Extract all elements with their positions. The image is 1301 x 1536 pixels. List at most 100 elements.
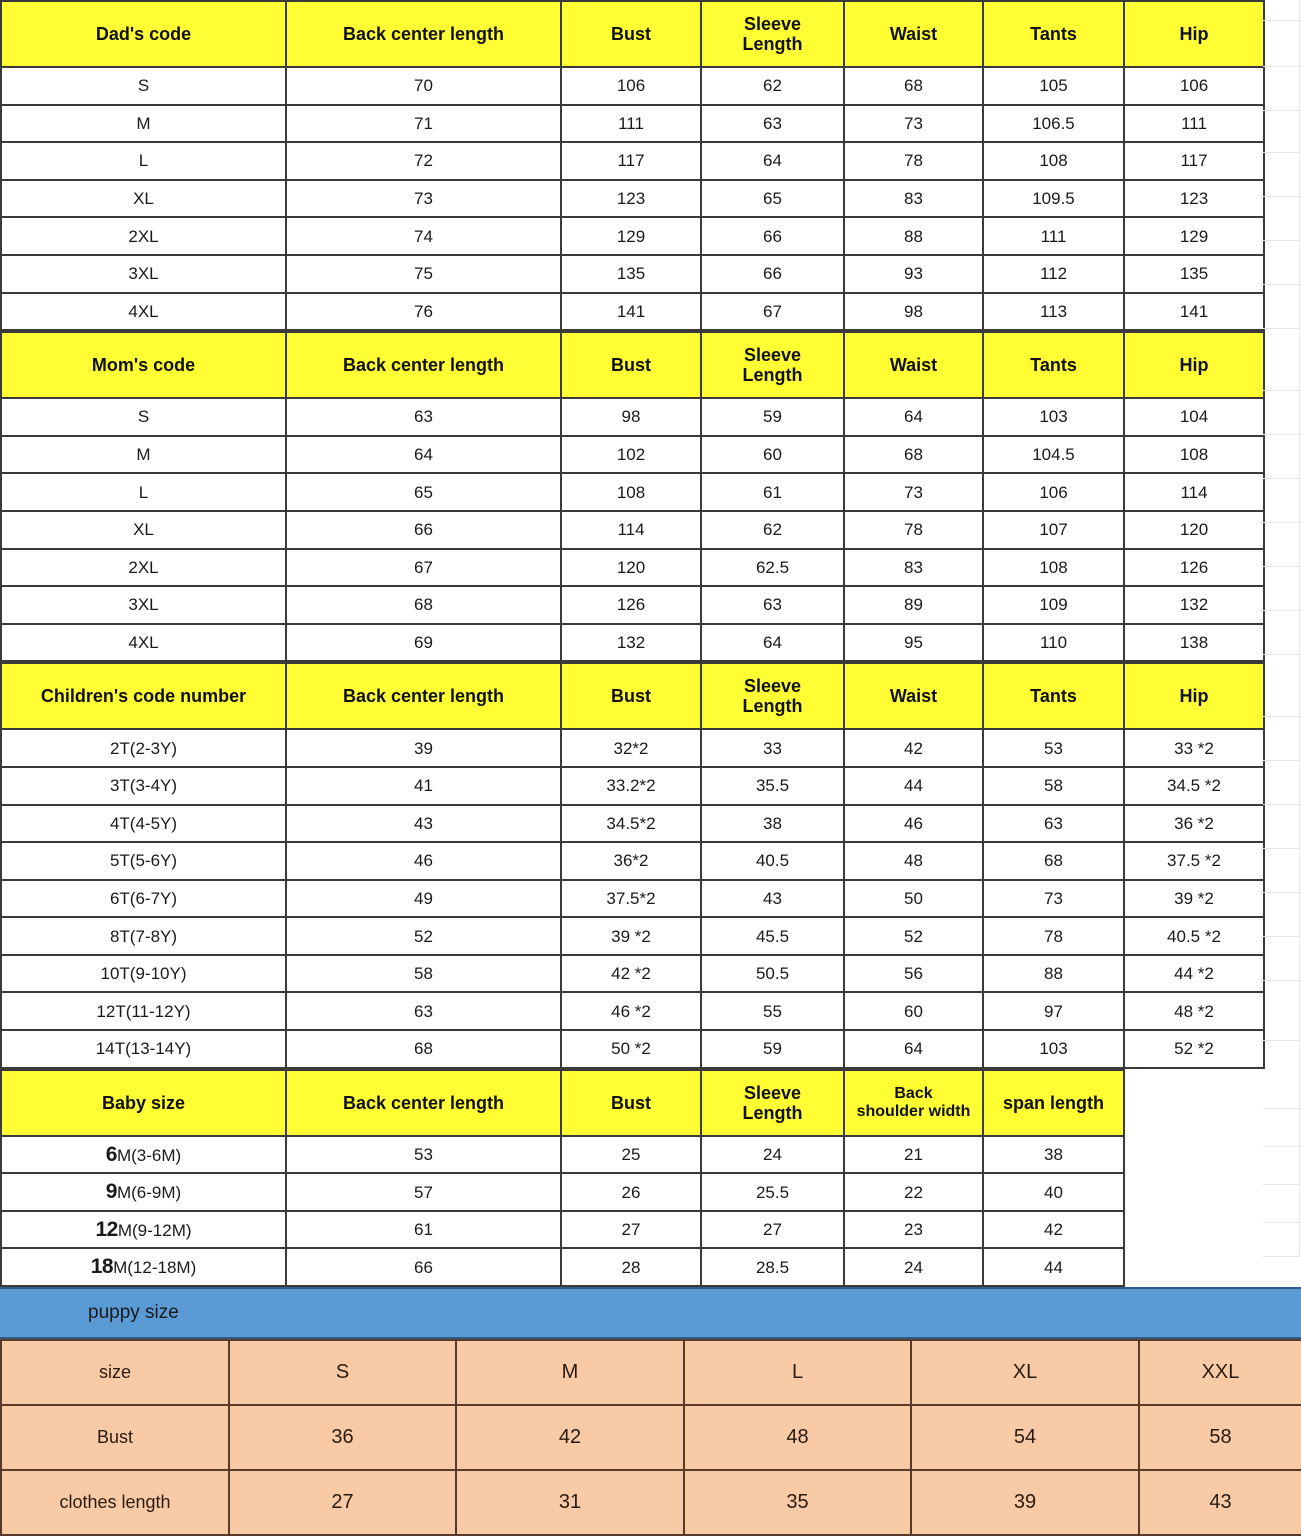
table-header-row: Mom's code Back center length Bust Sleev… <box>0 331 1265 400</box>
cell-back-center-length: 39 <box>285 728 562 768</box>
cell-size-code: 2XL <box>0 547 287 588</box>
puppy-size-banner: puppy size <box>0 1287 1301 1340</box>
cell-back-center-length: 61 <box>285 1209 562 1250</box>
cell-back-center-length: 74 <box>285 216 562 256</box>
cell-bust: 37.5*2 <box>560 878 702 919</box>
column-header-size-code: Mom's code <box>0 331 287 400</box>
sheet-gridline-horizontal <box>1263 566 1301 567</box>
cell-waist: 50 <box>843 878 984 919</box>
cell-sleeve-length: 62.5 <box>700 547 845 588</box>
cell-size-l: 48 <box>683 1404 912 1472</box>
cell-back-center-length: 68 <box>285 1029 562 1069</box>
table-row: L 72 117 64 78 108 117 <box>0 141 1265 181</box>
cell-size-code: 2XL <box>0 216 287 256</box>
cell-bust: 46 *2 <box>560 991 702 1032</box>
sheet-gridline-horizontal <box>1263 522 1301 523</box>
cell-sleeve-length: 61 <box>700 472 845 512</box>
cell-hip: 37.5 *2 <box>1123 841 1265 881</box>
cell-size-code: 10T(9-10Y) <box>0 953 287 994</box>
cell-back-center-length: 70 <box>285 66 562 106</box>
cell-waist: 68 <box>843 66 984 106</box>
cell-size-code: L <box>0 141 287 181</box>
column-header-back-center-length: Back center length <box>285 662 562 731</box>
cell-size-code: M <box>0 434 287 475</box>
cell-size-code: 6T(6-7Y) <box>0 878 287 919</box>
cell-back-center-length: 72 <box>285 141 562 181</box>
cell-baby-size: 12M(9-12M) <box>0 1209 287 1250</box>
column-header-tants: Tants <box>982 0 1125 68</box>
cell-hip: 39 *2 <box>1123 878 1265 919</box>
cell-tants: 109.5 <box>982 178 1125 219</box>
cell-tants: 103 <box>982 1029 1125 1069</box>
cell-waist: 56 <box>843 953 984 994</box>
cell-bust: 114 <box>560 509 702 550</box>
cell-tants: 111 <box>982 216 1125 256</box>
column-header-back-center-length: Back center length <box>285 331 562 400</box>
cell-tants: 106.5 <box>982 103 1125 144</box>
cell-waist: 83 <box>843 178 984 219</box>
cell-hip: 117 <box>1123 141 1265 181</box>
cell-hip: 33 *2 <box>1123 728 1265 768</box>
table-row: clothes length 27 31 35 39 43 <box>0 1469 1301 1536</box>
table-row: 4XL 76 141 67 98 113 141 <box>0 291 1265 332</box>
cell-bust: 117 <box>560 141 702 181</box>
column-header-baby-size: Baby size <box>0 1068 287 1137</box>
column-header-size-code: Dad's code <box>0 0 287 68</box>
cell-bust: 126 <box>560 585 702 625</box>
sheet-gridline-horizontal <box>1263 1184 1301 1185</box>
cell-waist: 46 <box>843 803 984 844</box>
sheet-gridline-horizontal <box>1263 284 1301 285</box>
cell-size-code: 14T(13-14Y) <box>0 1029 287 1069</box>
cell-sleeve-length: 25.5 <box>700 1172 845 1212</box>
sheet-gridline-horizontal <box>1263 110 1301 111</box>
cell-tants: 97 <box>982 991 1125 1032</box>
cell-sleeve-length: 59 <box>700 1029 845 1069</box>
cell-bust: 39 *2 <box>560 916 702 956</box>
cell-waist: 73 <box>843 472 984 512</box>
sheet-gridline-horizontal <box>1263 848 1301 849</box>
cell-size-code: 4T(4-5Y) <box>0 803 287 844</box>
cell-hip: 106 <box>1123 66 1265 106</box>
table-row: Bust 36 42 48 54 58 <box>0 1404 1301 1472</box>
cell-tants: 106 <box>982 472 1125 512</box>
table-header-row: Children's code number Back center lengt… <box>0 662 1265 731</box>
cell-back-shoulder-width: 22 <box>843 1172 984 1212</box>
baby-size-rest: M(12-18M) <box>113 1258 197 1278</box>
table-row: M 71 111 63 73 106.5 111 <box>0 103 1265 144</box>
sheet-gridline-horizontal <box>1263 1040 1301 1041</box>
cell-bust: 102 <box>560 434 702 475</box>
baby-size-rest: M(6-9M) <box>116 1183 182 1203</box>
table-dads-code: Dad's code Back center length Bust Sleev… <box>0 0 1265 332</box>
cell-bust: 36*2 <box>560 841 702 881</box>
cell-size-s: 36 <box>228 1404 457 1472</box>
cell-hip: 135 <box>1123 253 1265 294</box>
cell-back-center-length: 46 <box>285 841 562 881</box>
cell-tants: 63 <box>982 803 1125 844</box>
baby-size-rest: M(3-6M) <box>116 1145 182 1165</box>
cell-sleeve-length: 66 <box>700 253 845 294</box>
cell-size-s: 27 <box>228 1469 457 1536</box>
baby-size-lead: 12 <box>95 1217 118 1241</box>
cell-sleeve-length: 40.5 <box>700 841 845 881</box>
cell-size-code: 3XL <box>0 585 287 625</box>
table-row: S 70 106 62 68 105 106 <box>0 66 1265 106</box>
column-header-tants: Tants <box>982 662 1125 731</box>
cell-waist: 68 <box>843 434 984 475</box>
cell-size-l: 35 <box>683 1469 912 1536</box>
cell-bust: 42 *2 <box>560 953 702 994</box>
cell-back-shoulder-width: 23 <box>843 1209 984 1250</box>
sheet-gridline-horizontal <box>1263 66 1301 67</box>
sheet-gridline-horizontal <box>1263 20 1301 21</box>
sheet-gridline-horizontal <box>1263 1256 1301 1257</box>
cell-bust: 26 <box>560 1172 702 1212</box>
cell-size-m: 42 <box>455 1404 685 1472</box>
cell-tants: 88 <box>982 953 1125 994</box>
table-row: 12T(11-12Y) 63 46 *2 55 60 97 48 *2 <box>0 991 1265 1032</box>
sheet-gridline-horizontal <box>1263 760 1301 761</box>
baby-size-lead: 6 <box>105 1142 118 1166</box>
column-header-sleeve-length: Sleeve Length <box>700 331 845 400</box>
cell-row-label: size <box>0 1339 230 1407</box>
cell-tants: 103 <box>982 397 1125 437</box>
cell-bust: 108 <box>560 472 702 512</box>
